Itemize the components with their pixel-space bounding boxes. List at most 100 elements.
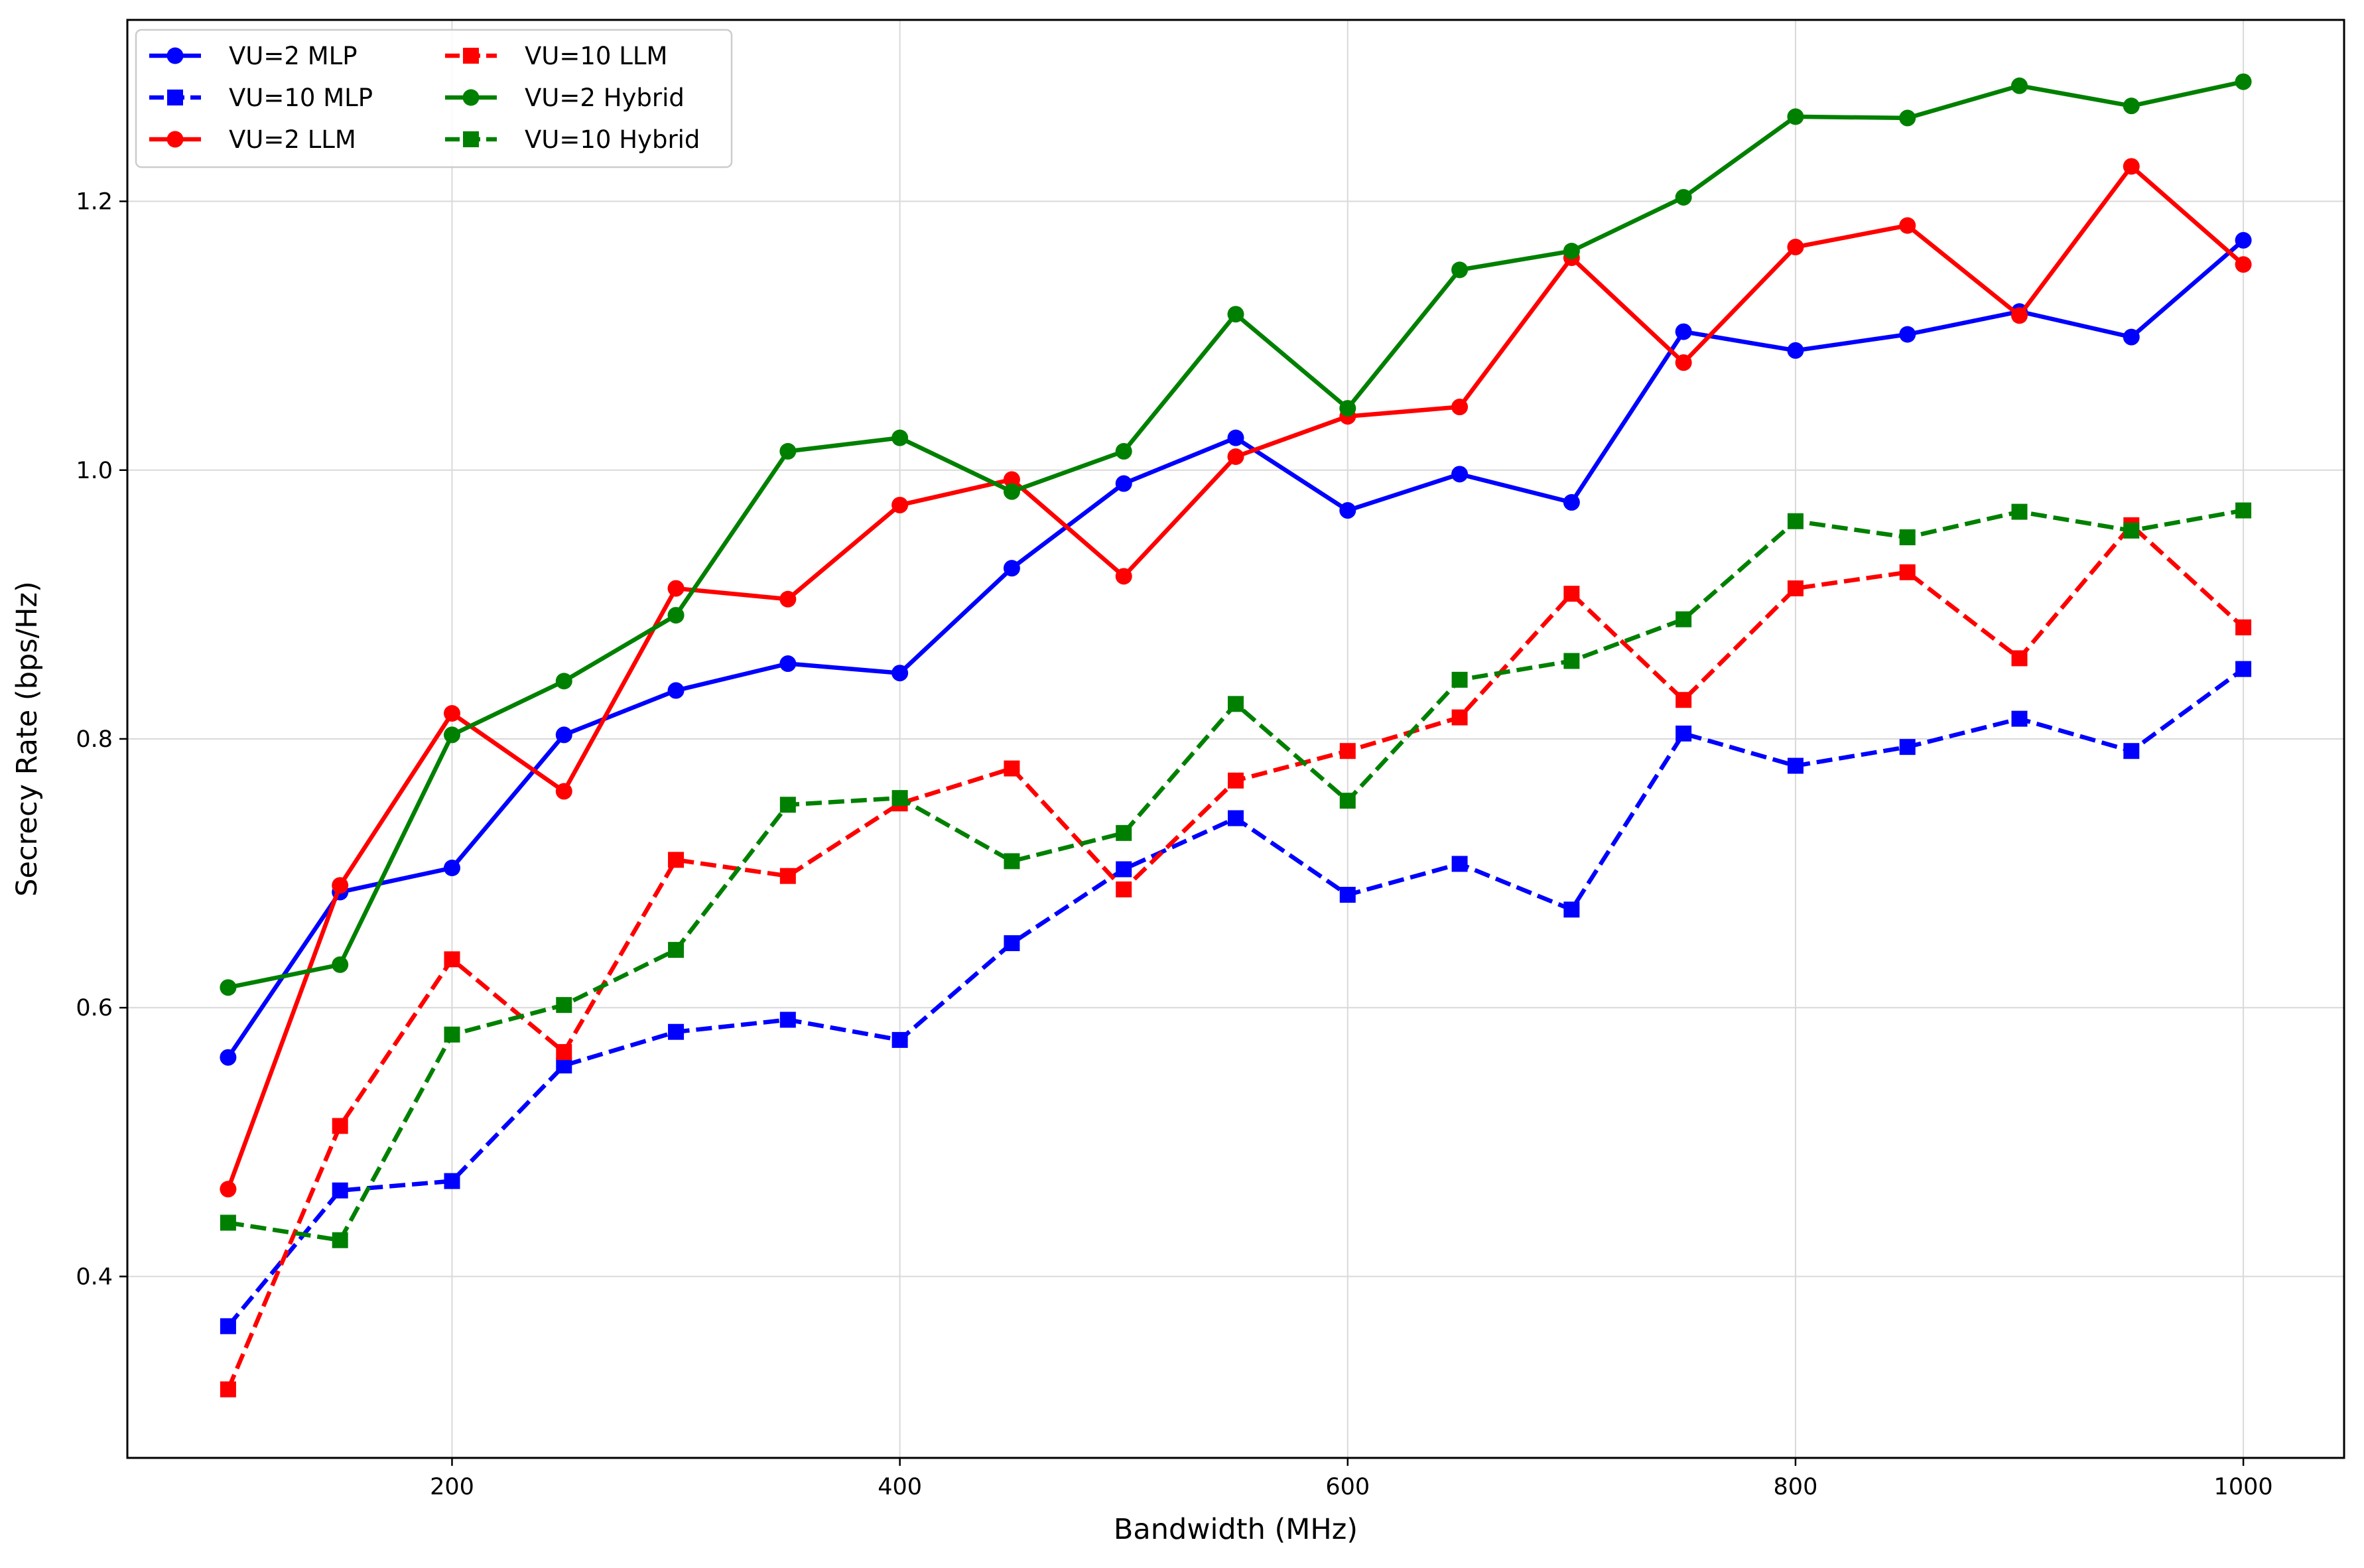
data-point: [332, 956, 349, 973]
series-5: [220, 502, 2252, 1248]
data-point: [2011, 307, 2028, 324]
x-tick-label: 800: [1774, 1474, 1818, 1500]
data-point: [220, 1049, 237, 1066]
data-point: [556, 1057, 572, 1074]
data-point: [220, 1214, 236, 1231]
legend-label: VU=10 Hybrid: [525, 125, 700, 154]
data-point: [555, 726, 572, 744]
data-point: [1563, 243, 1580, 260]
data-point: [1228, 696, 1244, 712]
y-tick-label: 1.2: [76, 189, 113, 216]
legend-item: VU=10 MLP: [149, 84, 373, 112]
data-point: [1227, 448, 1244, 466]
data-point: [1451, 399, 1469, 416]
data-point: [443, 726, 460, 744]
legend-item: VU=2 MLP: [149, 42, 358, 70]
data-point: [1227, 429, 1244, 446]
data-point: [891, 496, 909, 513]
data-point: [2011, 77, 2028, 94]
series-1: [220, 661, 2252, 1335]
data-point: [2011, 503, 2028, 520]
x-axis-label: Bandwidth (MHz): [1114, 1513, 1358, 1546]
legend-box: [135, 29, 733, 168]
data-point: [1787, 757, 1804, 774]
data-point: [1675, 692, 1692, 708]
data-point: [2123, 158, 2140, 175]
data-point: [2123, 98, 2140, 115]
legend-item: VU=2 LLM: [149, 125, 356, 154]
data-point: [1339, 502, 1356, 519]
y-tick-label: 1.0: [76, 458, 113, 484]
data-point: [1899, 109, 1916, 127]
data-point: [1451, 709, 1468, 726]
data-point: [332, 877, 349, 894]
series-line: [228, 508, 2244, 1243]
data-point: [779, 797, 796, 813]
data-point: [1003, 471, 1020, 488]
data-point: [220, 1181, 237, 1198]
data-point: [1675, 188, 1692, 206]
data-point: [1115, 442, 1132, 460]
data-point: [1116, 861, 1132, 878]
data-point: [1004, 853, 1020, 870]
data-point: [556, 1044, 572, 1061]
y-tick-label: 0.4: [76, 1264, 113, 1290]
data-point: [1451, 856, 1468, 872]
series-lines: [220, 73, 2252, 1398]
data-point: [1675, 354, 1692, 371]
series-3: [220, 517, 2252, 1398]
series-0: [220, 231, 2252, 1066]
legend-marker: [166, 131, 184, 148]
data-point: [220, 979, 237, 996]
data-point: [444, 1026, 460, 1043]
data-point: [1787, 342, 1804, 359]
data-point: [1675, 611, 1692, 627]
data-point: [891, 429, 909, 446]
data-point: [779, 868, 796, 884]
data-point: [1339, 743, 1356, 759]
data-point: [1563, 586, 1580, 602]
data-point: [1115, 475, 1132, 492]
data-point: [1899, 326, 1916, 343]
data-point: [2235, 502, 2252, 519]
y-tick-label: 0.8: [76, 726, 113, 753]
data-point: [1675, 725, 1692, 742]
data-point: [2011, 710, 2028, 727]
data-point: [1451, 466, 1469, 483]
x-tick-label: 400: [878, 1474, 922, 1500]
data-point: [1563, 493, 1580, 511]
data-point: [779, 442, 797, 460]
data-point: [556, 997, 572, 1013]
data-point: [1899, 564, 1916, 580]
data-point: [1003, 483, 1020, 500]
data-point: [667, 607, 685, 624]
data-point: [555, 673, 572, 690]
grid: [127, 20, 2344, 1458]
data-point: [443, 705, 460, 722]
legend-item: VU=10 LLM: [445, 42, 667, 70]
data-point: [1115, 568, 1132, 585]
legend-marker: [463, 131, 479, 147]
series-line: [226, 523, 2245, 1390]
x-tick-label: 1000: [2214, 1474, 2273, 1500]
data-point: [2123, 522, 2140, 539]
data-point: [332, 1118, 348, 1134]
data-point: [2123, 328, 2140, 346]
legend: VU=2 MLP VU=10 MLP VU=2 LLM VU=10 LLM VU=2 H…: [135, 29, 733, 168]
data-point: [332, 1182, 348, 1199]
legend-label: VU=10 LLM: [525, 42, 667, 70]
data-point: [668, 942, 685, 958]
data-point: [1899, 739, 1916, 755]
x-tick-label: 600: [1325, 1474, 1370, 1500]
data-point: [1563, 653, 1580, 669]
legend-label: VU=2 Hybrid: [525, 84, 685, 112]
data-point: [1787, 580, 1804, 597]
data-point: [779, 590, 797, 608]
data-point: [1004, 760, 1020, 777]
data-point: [1787, 108, 1804, 125]
data-point: [2235, 256, 2252, 273]
x-tick-label: 200: [430, 1474, 474, 1500]
series-line: [228, 80, 2244, 990]
data-point: [220, 1318, 236, 1335]
